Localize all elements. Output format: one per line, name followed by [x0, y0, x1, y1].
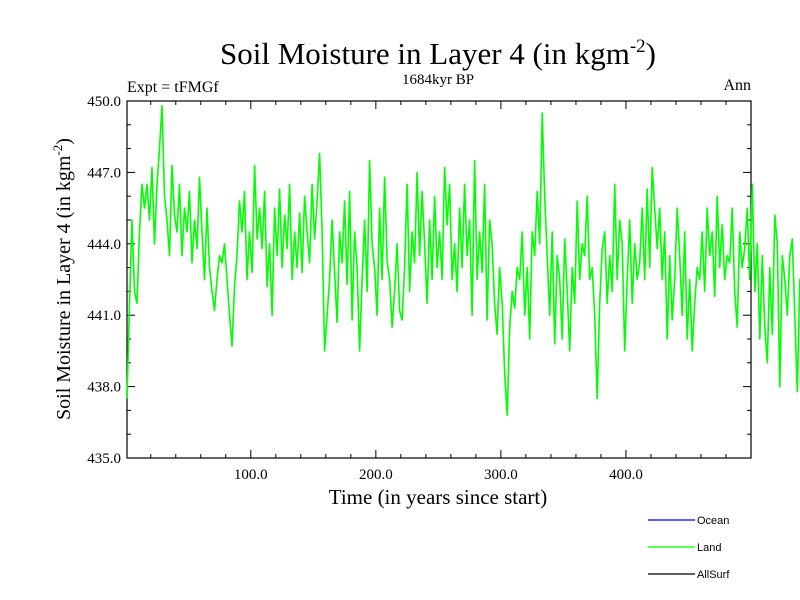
y-tick-label: 447.0	[87, 165, 121, 181]
y-tick-label: 435.0	[87, 451, 121, 467]
y-axis-label: Soil Moisture in Layer 4 (in kgm-2)	[50, 138, 75, 420]
series-line-land	[126, 105, 800, 417]
legend-label-allsurf: AllSurf	[697, 569, 730, 581]
x-axis-ticks: 100.0 200.0 300.0 400.0	[150, 101, 727, 483]
legend: Ocean Land AllSurf	[648, 515, 730, 581]
y-tick-label: 444.0	[87, 237, 121, 253]
x-tick-label: 300.0	[484, 467, 518, 483]
legend-label-land: Land	[697, 542, 721, 554]
period-label: 1684kyr BP	[402, 72, 474, 88]
chart-title: Soil Moisture in Layer 4 (in kgm-2)	[220, 36, 656, 71]
series-layer	[126, 105, 800, 417]
y-tick-label: 441.0	[87, 308, 121, 324]
legend-label-ocean: Ocean	[697, 515, 729, 527]
x-tick-label: 200.0	[359, 467, 393, 483]
x-tick-label: 100.0	[234, 467, 268, 483]
y-tick-label: 450.0	[87, 94, 121, 110]
x-tick-label: 400.0	[609, 467, 643, 483]
experiment-label: Expt = tFMGf	[127, 79, 219, 96]
x-axis-label: Time (in years since start)	[329, 485, 548, 509]
season-label: Ann	[723, 77, 751, 94]
plot-frame	[126, 100, 752, 459]
y-tick-label: 438.0	[87, 380, 121, 396]
y-axis-ticks: 435.0 438.0 441.0 444.0 447.0 450.0	[87, 94, 751, 467]
